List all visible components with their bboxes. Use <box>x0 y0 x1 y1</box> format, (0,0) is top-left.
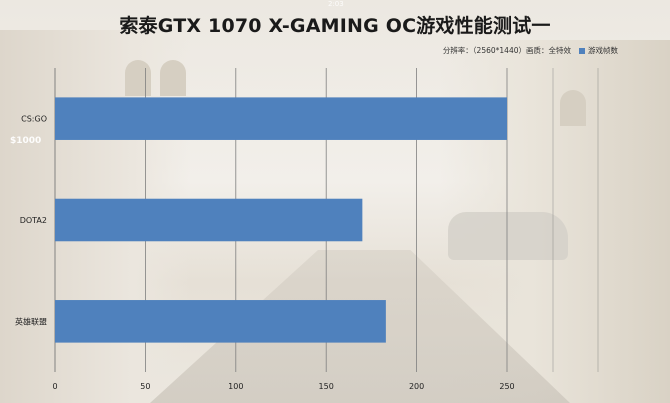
bar <box>55 97 507 140</box>
background-window <box>560 90 586 126</box>
legend: 分辨率：（2560*1440）画质：全特效 游戏帧数 <box>443 45 618 56</box>
y-category-label: CS:GO <box>21 115 47 124</box>
x-tick-label: 100 <box>228 382 243 391</box>
y-category-label: DOTA2 <box>20 216 47 225</box>
overlay-price-label: $1000 <box>10 136 42 146</box>
y-category-label: 英雄联盟 <box>15 316 47 326</box>
x-tick-label: 250 <box>499 382 514 391</box>
background-car <box>448 212 568 260</box>
background-window <box>160 60 186 96</box>
x-tick-label: 200 <box>409 382 424 391</box>
bar <box>55 198 363 242</box>
background-window <box>125 60 151 96</box>
legend-label: 游戏帧数 <box>588 46 618 55</box>
chart-title: 索泰GTX 1070 X-GAMING OC游戏性能测试一 <box>119 15 551 37</box>
legend-swatch <box>579 48 585 54</box>
x-tick-label: 50 <box>140 382 150 391</box>
x-tick-label: 150 <box>319 382 334 391</box>
legend-item: 游戏帧数 <box>579 45 618 56</box>
bar <box>55 300 386 343</box>
x-tick-label: 0 <box>52 382 57 391</box>
resolution-note: 分辨率：（2560*1440）画质：全特效 <box>442 46 571 55</box>
watermark-top: 2:03 <box>328 0 344 8</box>
